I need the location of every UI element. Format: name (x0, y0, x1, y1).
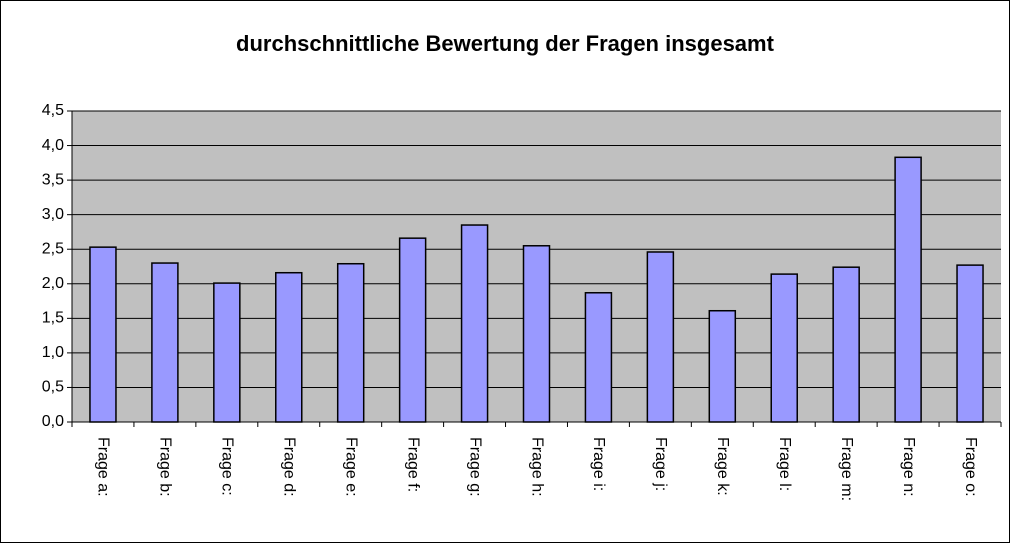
x-tick-label: Frage c: (219, 437, 236, 496)
bar (213, 282, 241, 423)
y-tick-label: 1,0 (42, 344, 64, 361)
bar (522, 245, 551, 423)
y-tick-label: 1,5 (42, 310, 64, 327)
x-tick-label: Frage f: (404, 437, 421, 492)
x-tick-label: Frage g: (466, 437, 483, 497)
x-tick-label: Frage e: (342, 437, 359, 497)
x-tick-label: Frage i: (590, 437, 607, 491)
bar (646, 251, 675, 423)
bar (708, 309, 737, 423)
y-tick-label: 4,0 (42, 137, 64, 154)
bar (956, 264, 984, 423)
x-tick-label: Frage n: (900, 437, 917, 497)
x-tick-label: Frage d: (281, 437, 298, 497)
bar (275, 271, 303, 423)
x-tick-label: Frage o: (962, 437, 979, 497)
bar (151, 262, 179, 423)
y-tick-label: 2,0 (42, 275, 64, 292)
x-tick-label: Frage a: (95, 437, 112, 497)
bar (770, 273, 798, 423)
chart-title: durchschnittliche Bewertung der Fragen i… (236, 31, 775, 56)
bar (584, 292, 613, 423)
y-tick-label: 2,5 (42, 240, 64, 257)
y-tick-label: 3,0 (42, 206, 64, 223)
y-tick-label: 0,0 (42, 413, 64, 430)
bar (336, 262, 365, 423)
bar (398, 237, 427, 423)
bar (460, 224, 489, 423)
y-tick-label: 4,5 (42, 102, 64, 119)
x-tick-label: Frage j: (652, 437, 669, 491)
bar (894, 156, 922, 423)
x-tick-label: Frage h: (528, 437, 545, 497)
bar (89, 246, 117, 423)
x-tick-label: Frage m: (838, 437, 855, 501)
x-tick-label: Frage l: (776, 437, 793, 491)
y-tick-label: 0,5 (42, 379, 64, 396)
x-tick-label: Frage k: (714, 437, 731, 496)
bar (832, 266, 860, 423)
x-tick-label: Frage b: (157, 437, 174, 497)
y-tick-label: 3,5 (42, 171, 64, 188)
